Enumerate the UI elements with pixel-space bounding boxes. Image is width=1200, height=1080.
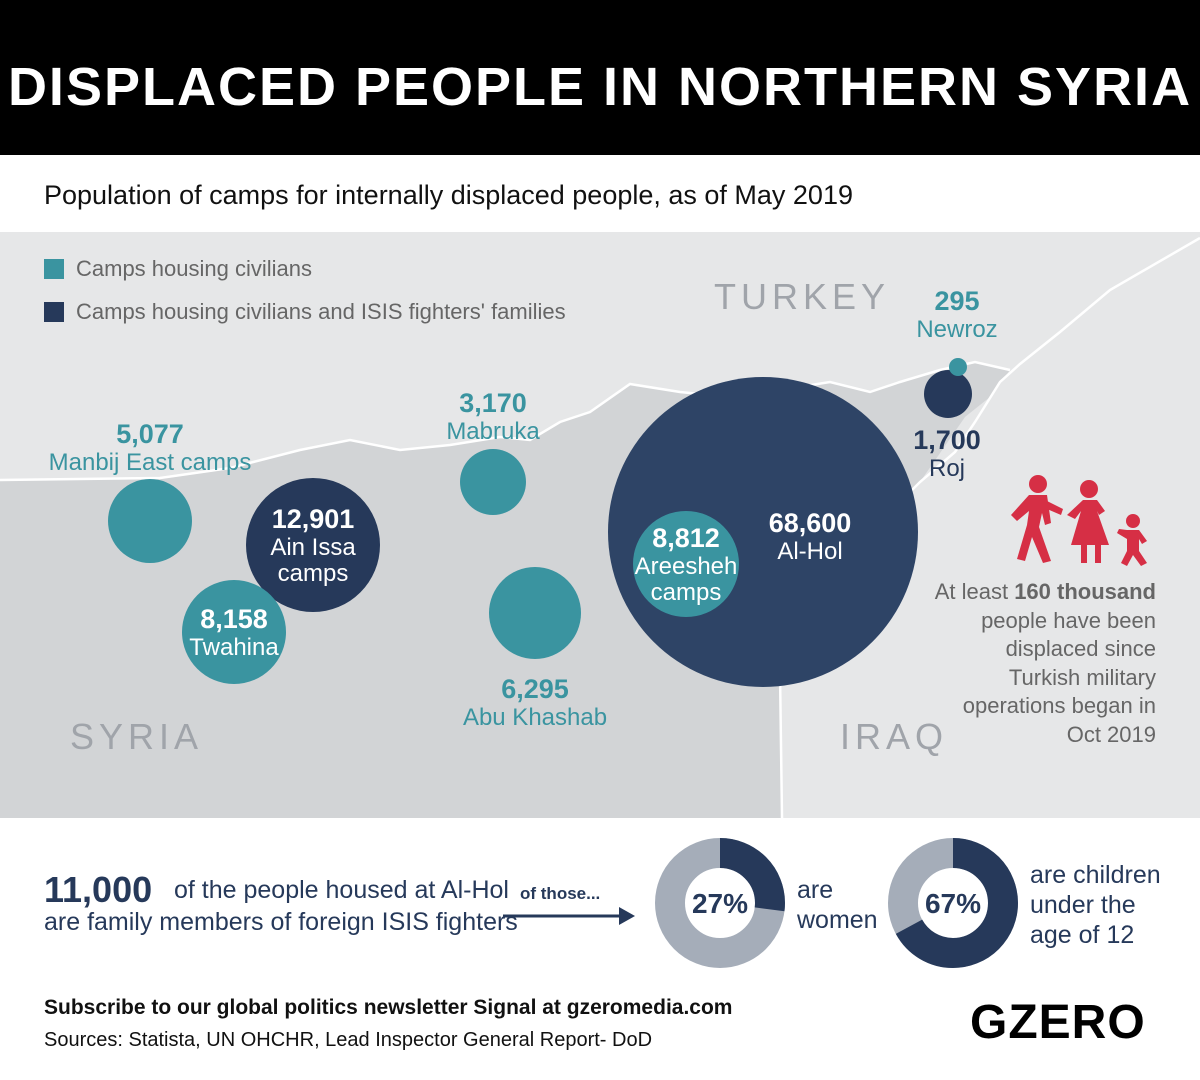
donut-segment <box>888 838 1018 968</box>
map <box>0 232 1200 818</box>
legend-label-civilians: Camps housing civilians <box>76 256 312 281</box>
camp-value: 68,600 <box>768 508 852 538</box>
camp-name-line1: Areesheh <box>634 553 738 580</box>
header-bar <box>0 0 1200 155</box>
note-bold: 160 thousand <box>1014 579 1156 604</box>
donut-percent-label: 67% <box>925 888 981 919</box>
camp-value: 295 <box>934 286 980 316</box>
subscribe-text: Subscribe to our global politics newslet… <box>44 996 733 1019</box>
page-subtitle: Population of camps for internally displ… <box>44 180 853 210</box>
displacement-note: At least 160 thousand people have been d… <box>930 578 1156 749</box>
donut-percent-label: 27% <box>692 888 748 919</box>
arrow-right-icon <box>503 907 635 925</box>
legend-item-civilians: Camps housing civilians <box>44 255 312 283</box>
turkey-border <box>0 360 1011 482</box>
camp-value: 1,700 <box>913 425 981 455</box>
stat-number: 11,000 <box>44 869 153 910</box>
camp-label-areesheh: 8,812 Areesheh camps <box>626 522 746 606</box>
camp-circle-areesheh <box>633 511 739 617</box>
camp-circle-roj <box>924 370 972 418</box>
camp-name: Abu Khashab <box>462 704 608 731</box>
camp-name-line1: Ain Issa <box>270 534 356 561</box>
of-those-label: of those... <box>520 884 601 903</box>
camp-value: 8,158 <box>200 604 268 634</box>
stat-line1: of the people housed at Al-Hol <box>174 876 509 904</box>
family-icon <box>1011 475 1147 566</box>
camp-value: 5,077 <box>116 419 184 449</box>
donut-chart-women: 27% <box>655 838 785 968</box>
country-label-iraq: IRAQ <box>840 716 949 757</box>
camp-circle-newroz <box>949 358 967 376</box>
camp-name: Al-Hol <box>777 538 843 565</box>
camp-label-roj: 1,700 Roj <box>887 424 1007 482</box>
note-text: people have been displaced since Turkish… <box>962 607 1156 747</box>
camp-value: 3,170 <box>459 388 527 418</box>
caption-line2: women <box>797 906 878 934</box>
donut-caption-women: are women <box>797 875 878 935</box>
camp-name: Mabruka <box>446 418 540 445</box>
camp-circle-ain-issa <box>246 478 380 612</box>
camp-circle-twahina <box>182 580 286 684</box>
caption-line1: are <box>797 876 834 904</box>
camp-name-line2: camps <box>650 579 722 606</box>
legend-label-families: Camps housing civilians and ISIS fighter… <box>76 299 566 324</box>
camp-label-newroz: 295 Newroz <box>897 285 1017 343</box>
camp-name-line2: camps <box>277 560 349 587</box>
donut-segment <box>655 838 785 968</box>
camp-label-mabruka: 3,170 Mabruka <box>413 387 573 445</box>
page-title: DISPLACED PEOPLE IN NORTHERN SYRIA <box>7 57 1193 117</box>
camp-value: 12,901 <box>271 504 355 534</box>
camp-circle-abu-khashab <box>489 567 581 659</box>
caption-line1: are children <box>1030 861 1161 889</box>
camp-circle-manbij <box>108 479 192 563</box>
camp-label-al-hol: 68,600 Al-Hol <box>745 507 875 565</box>
camp-label-abu-khashab: 6,295 Abu Khashab <box>435 673 635 731</box>
camp-label-manbij: 5,077 Manbij East camps <box>40 418 260 476</box>
note-prefix: At least <box>934 579 1015 604</box>
camp-label-twahina: 8,158 Twahina <box>174 603 294 661</box>
legend-swatch-families <box>44 302 64 322</box>
camp-name: Twahina <box>189 634 279 661</box>
camp-label-ain-issa: 12,901 Ain Issa camps <box>253 503 373 587</box>
donut-chart-children: 67% <box>888 838 1018 968</box>
legend-item-families: Camps housing civilians and ISIS fighter… <box>44 298 566 326</box>
country-label-syria: SYRIA <box>70 716 204 757</box>
camp-name: Newroz <box>916 316 998 343</box>
camp-value: 8,812 <box>652 523 720 553</box>
caption-line2: under the <box>1030 891 1136 919</box>
camp-circle-mabruka <box>460 449 526 515</box>
camp-name: Manbij East camps <box>48 449 252 476</box>
camp-name: Roj <box>928 455 965 482</box>
donut-caption-children: are children under the age of 12 <box>1030 860 1161 950</box>
caption-line3: age of 12 <box>1030 921 1135 949</box>
sources-text: Sources: Statista, UN OHCHR, Lead Inspec… <box>44 1029 653 1051</box>
country-label-turkey: TURKEY <box>714 276 891 317</box>
legend-swatch-civilians <box>44 259 64 279</box>
camp-value: 6,295 <box>501 674 569 704</box>
stat-line2: are family members of foreign ISIS fight… <box>44 908 518 936</box>
gzero-logo: GZERO <box>970 996 1146 1049</box>
